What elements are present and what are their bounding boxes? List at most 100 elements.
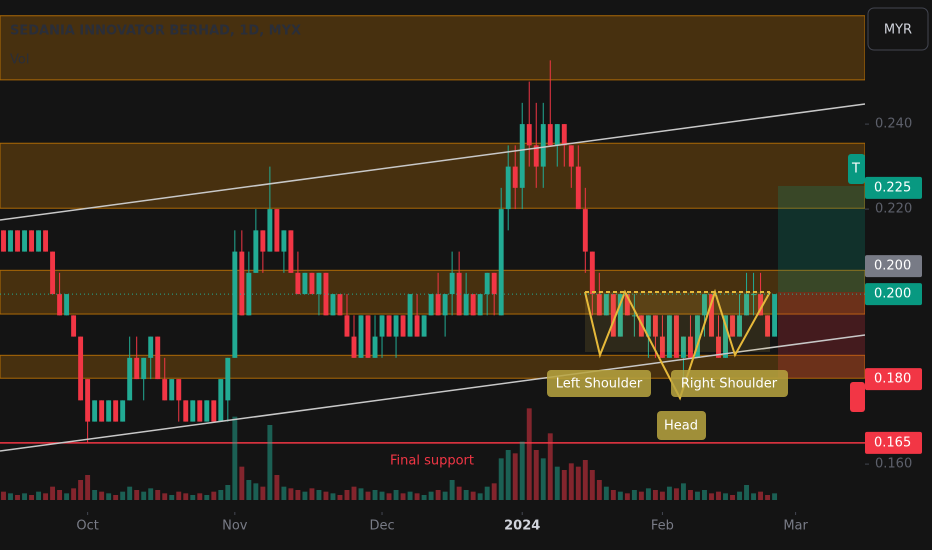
candle-body: [519, 124, 525, 188]
candle-body: [253, 230, 259, 273]
volume-bar: [267, 425, 273, 500]
candle-body: [148, 336, 154, 358]
volume-bar: [50, 486, 56, 500]
candle-body: [428, 294, 434, 316]
currency[interactable]: MYR: [884, 23, 912, 38]
candle-body: [659, 336, 665, 358]
candle-body: [624, 294, 630, 316]
volume-bar: [43, 493, 49, 500]
candle-body: [540, 124, 546, 167]
volume-bar: [162, 493, 168, 500]
chart-title: SEDANIA INNOVATOR BERHAD, 1D, MYX: [10, 24, 301, 39]
volume-bar: [281, 486, 287, 500]
target-tag: [848, 154, 865, 184]
candle-body: [379, 315, 385, 337]
volume-bar: [596, 480, 602, 500]
volume-bar: [512, 453, 518, 500]
volume-bar: [610, 490, 616, 500]
volume-bar: [134, 490, 140, 500]
candle-body: [610, 294, 616, 337]
candle-body: [709, 294, 714, 337]
candle-body: [260, 230, 266, 252]
zone: [0, 142, 866, 209]
volume-bar: [772, 493, 778, 500]
volume-bar: [456, 486, 462, 500]
volume-bar: [148, 488, 154, 500]
volume-bar: [372, 490, 378, 500]
volume-bar: [337, 495, 343, 500]
volume-bar: [751, 493, 756, 500]
candle-body: [134, 357, 140, 380]
candle-body: [393, 315, 399, 337]
price-tag-label: 0.200: [874, 259, 911, 274]
candle-body: [435, 294, 441, 316]
annotation-box: [657, 411, 706, 440]
annotation: Right Shoulder: [681, 377, 778, 392]
x-tick-label: Oct: [76, 519, 98, 534]
volume-bar: [435, 490, 441, 500]
volume-bar: [491, 483, 497, 500]
candle-body: [85, 379, 91, 422]
currency-button[interactable]: [867, 7, 929, 51]
candle-body: [365, 315, 371, 358]
candle-body: [498, 209, 504, 316]
volume-bar: [99, 491, 105, 500]
volume-bar: [253, 483, 259, 500]
volume-bar: [316, 490, 322, 500]
volume-bar: [15, 495, 20, 500]
candle-body: [695, 315, 700, 358]
volume-bar: [449, 480, 455, 500]
volume-bar: [197, 493, 203, 500]
volume-bar: [709, 493, 714, 500]
candle-body: [309, 272, 315, 295]
candle-body: [50, 251, 56, 295]
volume-bar: [71, 488, 77, 500]
volume-bar: [652, 490, 658, 500]
volume-bar: [92, 490, 98, 500]
candle-body: [638, 315, 644, 337]
candle-body: [169, 379, 175, 401]
volume-bar: [547, 433, 553, 500]
volume-bar: [57, 490, 63, 500]
price-tag: [865, 431, 922, 454]
stop-zone: [778, 292, 865, 378]
volume-bar: [617, 491, 623, 500]
price-tag: [865, 176, 922, 199]
volume-bar: [211, 491, 217, 500]
candle-body: [281, 230, 287, 252]
volume-bar: [358, 488, 364, 500]
volume-bar: [575, 466, 581, 500]
volume-bar: [533, 450, 539, 500]
volume-bar: [730, 495, 735, 500]
volume-bar: [505, 450, 511, 500]
candle-body: [15, 230, 20, 252]
candle-body: [421, 315, 427, 337]
candle-body: [239, 251, 245, 316]
candle-body: [323, 272, 329, 316]
volume-bar: [8, 493, 13, 500]
y-tick-label: 0.240: [875, 117, 912, 132]
volume-bar: [484, 486, 490, 500]
candle-body: [22, 230, 27, 252]
volume-bar: [702, 490, 707, 500]
volume-bar: [568, 463, 574, 500]
candle-body: [218, 379, 224, 422]
x-tick-label: Feb: [651, 519, 674, 534]
candle-body: [8, 230, 13, 252]
annotation-box: [671, 370, 788, 397]
volume-bar: [463, 490, 469, 500]
volume-bar: [274, 475, 280, 500]
candle-body: [617, 294, 623, 337]
volume-bar: [428, 491, 434, 500]
volume-bar: [716, 491, 721, 500]
x-tick-label: 2024: [504, 519, 540, 534]
candle-body: [673, 315, 679, 358]
candle-body: [631, 315, 637, 317]
annotation: Final support: [390, 454, 474, 469]
volume-bar: [498, 458, 504, 500]
volume-bar: [561, 470, 567, 500]
volume-bar: [309, 488, 315, 500]
volume-bar: [64, 493, 70, 500]
volume-bar: [323, 491, 329, 500]
candle-body: [204, 400, 210, 422]
